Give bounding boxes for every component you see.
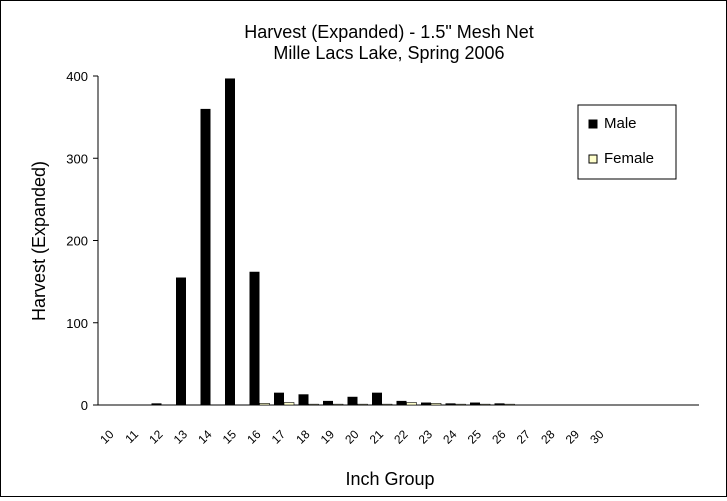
y-axis-label: Harvest (Expanded) (29, 161, 49, 321)
x-tick-label: 28 (538, 427, 558, 447)
x-tick-label: 15 (220, 427, 240, 447)
bar-male-17 (274, 392, 284, 405)
bar-female-22 (406, 402, 417, 406)
x-tick-label: 21 (367, 427, 387, 447)
x-tick-label: 10 (97, 427, 117, 447)
x-tick-label: 30 (587, 427, 607, 447)
x-tick-label: 12 (146, 427, 166, 447)
legend-swatch-male (588, 119, 598, 129)
y-tick-label: 200 (66, 234, 88, 249)
y-tick-label: 400 (66, 69, 88, 84)
legend-box (577, 104, 677, 180)
legend-swatch-female (588, 154, 598, 164)
chart-subtitle: Mille Lacs Lake, Spring 2006 (273, 43, 504, 63)
bar-male-14 (200, 108, 211, 406)
bar-female-18 (308, 403, 319, 406)
x-tick-label: 19 (318, 427, 338, 447)
y-tick-label: 100 (66, 316, 88, 331)
bar-female-26 (504, 403, 515, 406)
legend-label-male: Male (604, 115, 637, 132)
bar-male-21 (372, 392, 382, 405)
bar-female-21 (381, 403, 393, 406)
y-tick-label: 300 (66, 151, 88, 166)
x-tick-label: 18 (293, 427, 313, 447)
bar-female-17 (283, 402, 295, 406)
bar-female-16 (259, 403, 270, 406)
bar-male-19 (323, 400, 333, 405)
y-tick-label: 0 (81, 398, 88, 413)
bar-male-23 (421, 402, 431, 405)
bar-female-20 (357, 403, 368, 406)
legend-label-female: Female (604, 150, 654, 167)
bar-male-25 (470, 402, 480, 405)
bar-male-13 (176, 277, 186, 405)
bar-female-25 (479, 403, 491, 406)
x-tick-label: 11 (122, 427, 141, 446)
x-tick-label: 25 (465, 427, 485, 447)
bar-male-18 (298, 394, 309, 405)
bar-female-23 (430, 403, 442, 406)
x-tick-label: 13 (171, 427, 191, 447)
x-tick-label: 24 (440, 427, 460, 447)
x-tick-label: 22 (391, 427, 411, 447)
legend: Male Female (577, 104, 677, 180)
x-tick-label: 26 (489, 427, 509, 447)
x-tick-label: 16 (244, 427, 264, 447)
bar-male-24 (445, 403, 456, 405)
x-tick-label: 14 (195, 427, 215, 447)
bar-male-26 (494, 403, 505, 405)
bar-male-15 (225, 78, 235, 405)
bar-male-16 (249, 271, 260, 405)
bar-female-24 (455, 403, 466, 406)
x-tick-label: 23 (416, 427, 436, 447)
bar-female-19 (332, 403, 344, 406)
x-tick-label: 20 (342, 427, 362, 447)
x-tick-label: 17 (269, 427, 289, 447)
bar-male-22 (396, 400, 407, 405)
x-tick-label: 27 (514, 427, 534, 447)
bar-male-20 (347, 396, 358, 405)
chart-title: Harvest (Expanded) - 1.5" Mesh Net (244, 22, 534, 42)
x-axis-label: Inch Group (345, 469, 434, 489)
bar-male-12 (151, 403, 162, 405)
x-tick-label: 29 (563, 427, 583, 447)
